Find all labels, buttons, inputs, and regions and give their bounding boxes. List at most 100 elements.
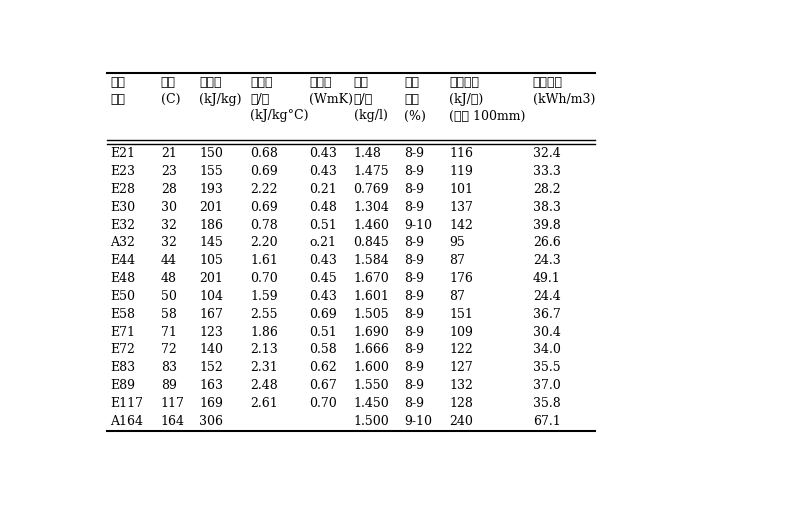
Text: 34.0: 34.0 (533, 343, 561, 357)
Text: 体积
膨胀
(%): 体积 膨胀 (%) (405, 76, 426, 123)
Text: 8-9: 8-9 (405, 361, 425, 374)
Text: 155: 155 (199, 165, 223, 178)
Text: 119: 119 (449, 165, 473, 178)
Text: 127: 127 (449, 361, 473, 374)
Text: 87: 87 (449, 254, 465, 267)
Text: E21: E21 (110, 147, 135, 160)
Text: 44: 44 (161, 254, 177, 267)
Text: E89: E89 (110, 379, 135, 392)
Text: 0.68: 0.68 (250, 147, 278, 160)
Text: 0.43: 0.43 (309, 165, 337, 178)
Text: 50: 50 (161, 290, 177, 303)
Text: 1.500: 1.500 (354, 414, 390, 428)
Text: 密度
固/液
(kg/l): 密度 固/液 (kg/l) (354, 76, 387, 123)
Text: 145: 145 (199, 237, 223, 249)
Text: 0.43: 0.43 (309, 290, 337, 303)
Text: 152: 152 (199, 361, 223, 374)
Text: E32: E32 (110, 219, 135, 231)
Text: 0.69: 0.69 (250, 165, 278, 178)
Text: 71: 71 (161, 326, 177, 339)
Text: 感应热
固/液
(kJ/kg°C): 感应热 固/液 (kJ/kg°C) (250, 76, 309, 123)
Text: 0.69: 0.69 (250, 201, 278, 214)
Text: 167: 167 (199, 308, 223, 321)
Text: 164: 164 (161, 414, 185, 428)
Text: 8-9: 8-9 (405, 237, 425, 249)
Text: 35.8: 35.8 (533, 397, 561, 410)
Text: 0.21: 0.21 (309, 183, 337, 196)
Text: 1.450: 1.450 (354, 397, 390, 410)
Text: 蓄热能力
(kWh/m3): 蓄热能力 (kWh/m3) (533, 76, 595, 106)
Text: 1.475: 1.475 (354, 165, 390, 178)
Text: E71: E71 (110, 326, 135, 339)
Text: E48: E48 (110, 272, 135, 285)
Text: 123: 123 (199, 326, 223, 339)
Text: 28.2: 28.2 (533, 183, 560, 196)
Text: 151: 151 (449, 308, 473, 321)
Text: 137: 137 (449, 201, 473, 214)
Text: 30.4: 30.4 (533, 326, 561, 339)
Text: 0.70: 0.70 (250, 272, 278, 285)
Text: 0.78: 0.78 (250, 219, 278, 231)
Text: 1.666: 1.666 (354, 343, 390, 357)
Text: 8-9: 8-9 (405, 165, 425, 178)
Text: 122: 122 (449, 343, 473, 357)
Text: 蓄热能力
(kJ/球)
(直径 100mm): 蓄热能力 (kJ/球) (直径 100mm) (449, 76, 526, 123)
Text: 熔点
(C): 熔点 (C) (161, 76, 180, 106)
Text: 24.4: 24.4 (533, 290, 561, 303)
Text: E23: E23 (110, 165, 135, 178)
Text: 2.55: 2.55 (250, 308, 278, 321)
Text: 201: 201 (199, 272, 223, 285)
Text: 8-9: 8-9 (405, 326, 425, 339)
Text: E72: E72 (110, 343, 134, 357)
Text: A32: A32 (110, 237, 134, 249)
Text: 2.22: 2.22 (250, 183, 278, 196)
Text: 117: 117 (161, 397, 185, 410)
Text: 201: 201 (199, 201, 223, 214)
Text: 0.67: 0.67 (309, 379, 337, 392)
Text: 8-9: 8-9 (405, 183, 425, 196)
Text: 8-9: 8-9 (405, 379, 425, 392)
Text: 193: 193 (199, 183, 223, 196)
Text: 1.48: 1.48 (354, 147, 382, 160)
Text: 9-10: 9-10 (405, 414, 433, 428)
Text: E50: E50 (110, 290, 135, 303)
Text: 116: 116 (449, 147, 473, 160)
Text: E117: E117 (110, 397, 143, 410)
Text: 8-9: 8-9 (405, 254, 425, 267)
Text: 0.51: 0.51 (309, 219, 337, 231)
Text: 8-9: 8-9 (405, 343, 425, 357)
Text: 1.690: 1.690 (354, 326, 390, 339)
Text: 2.20: 2.20 (250, 237, 278, 249)
Text: 33.3: 33.3 (533, 165, 561, 178)
Text: 48: 48 (161, 272, 177, 285)
Text: 8-9: 8-9 (405, 397, 425, 410)
Text: 9-10: 9-10 (405, 219, 433, 231)
Text: 2.48: 2.48 (250, 379, 278, 392)
Text: 21: 21 (161, 147, 177, 160)
Text: 32: 32 (161, 237, 177, 249)
Text: 1.460: 1.460 (354, 219, 390, 231)
Text: 24.3: 24.3 (533, 254, 561, 267)
Text: E58: E58 (110, 308, 135, 321)
Text: 169: 169 (199, 397, 223, 410)
Text: 8-9: 8-9 (405, 201, 425, 214)
Text: 1.670: 1.670 (354, 272, 390, 285)
Text: 36.7: 36.7 (533, 308, 561, 321)
Text: 37.0: 37.0 (533, 379, 561, 392)
Text: 72: 72 (161, 343, 177, 357)
Text: 39.8: 39.8 (533, 219, 561, 231)
Text: 26.6: 26.6 (533, 237, 561, 249)
Text: 0.51: 0.51 (309, 326, 337, 339)
Text: 8-9: 8-9 (405, 272, 425, 285)
Text: 0.48: 0.48 (309, 201, 337, 214)
Text: 132: 132 (449, 379, 473, 392)
Text: 28: 28 (161, 183, 177, 196)
Text: 58: 58 (161, 308, 177, 321)
Text: 8-9: 8-9 (405, 308, 425, 321)
Text: E30: E30 (110, 201, 135, 214)
Text: 热导率
(WmK): 热导率 (WmK) (309, 76, 353, 106)
Text: 0.70: 0.70 (309, 397, 337, 410)
Text: A164: A164 (110, 414, 143, 428)
Text: 1.600: 1.600 (354, 361, 390, 374)
Text: 87: 87 (449, 290, 465, 303)
